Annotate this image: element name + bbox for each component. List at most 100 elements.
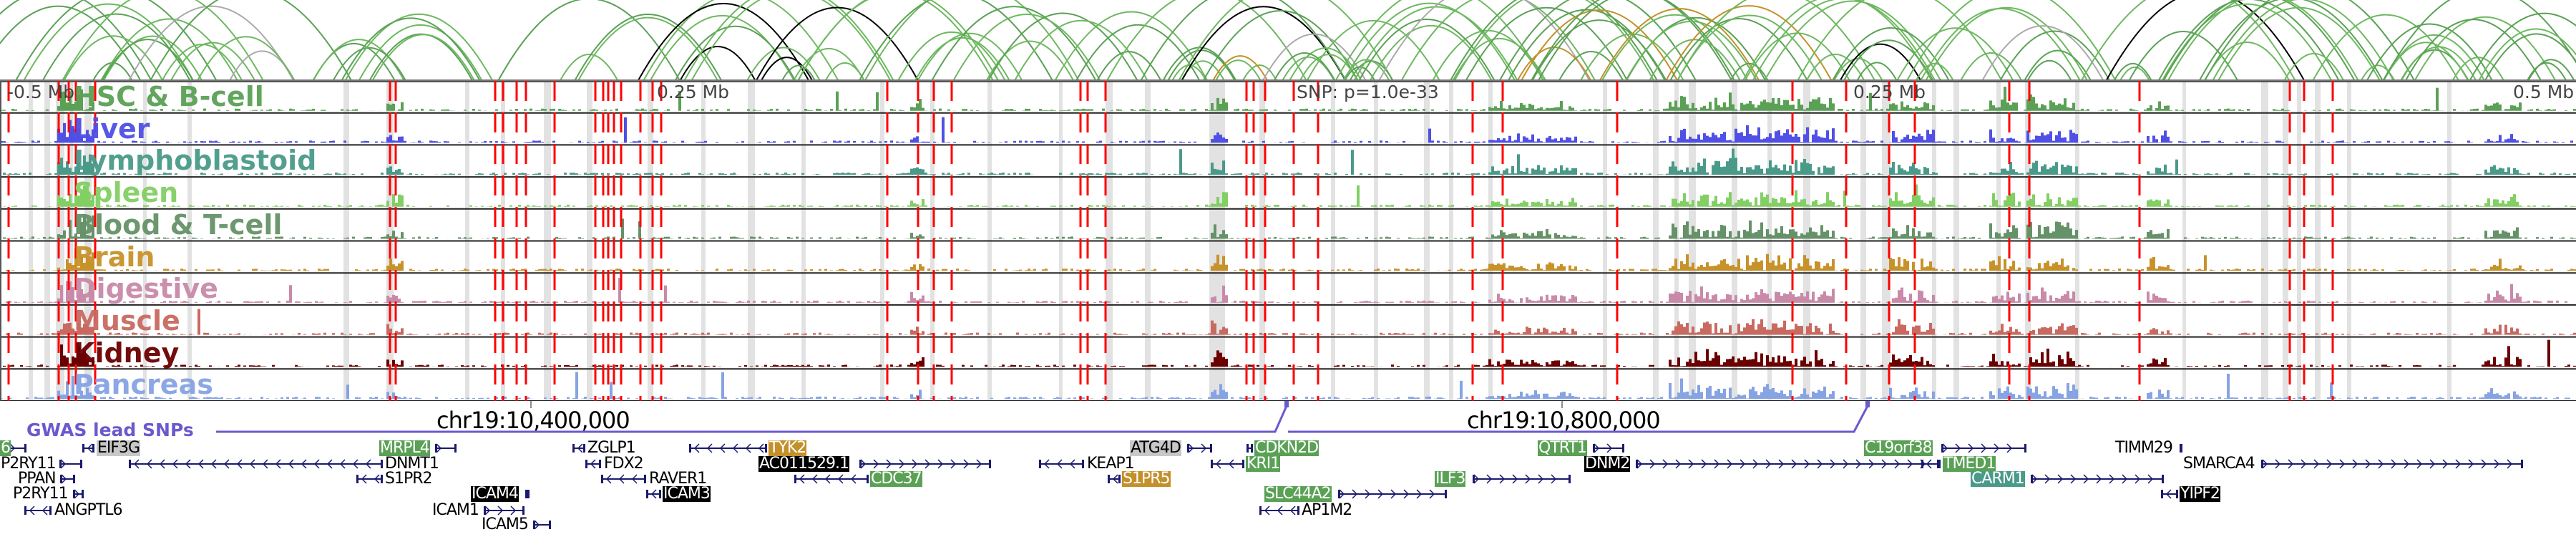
strand-arrow-icon	[1215, 459, 1221, 469]
gene-model[interactable]	[572, 443, 585, 453]
gene-label[interactable]: P2RY11	[13, 485, 69, 503]
strand-arrow-icon	[1264, 505, 1270, 516]
interaction-arc	[341, 17, 481, 81]
gene-model[interactable]	[2180, 444, 2182, 453]
gene-model[interactable]	[435, 443, 457, 453]
gene-model[interactable]	[1246, 444, 1253, 453]
track-label: Digestive	[74, 273, 218, 305]
gene-model[interactable]	[585, 459, 601, 469]
interaction-arc	[1981, 25, 2104, 81]
strand-arrow-icon	[436, 443, 442, 453]
strand-arrow-icon	[1365, 489, 1371, 499]
gene-label[interactable]: P2RY11	[1, 455, 57, 473]
strand-arrow-icon	[365, 459, 371, 469]
gene-label[interactable]: ICAM5	[482, 516, 529, 533]
strand-arrow-icon	[719, 443, 726, 453]
strand-arrow-icon	[1416, 489, 1423, 499]
gene-model[interactable]	[1187, 443, 1212, 453]
interaction-arc	[1307, 19, 1440, 81]
gene-model[interactable]	[1108, 474, 1121, 484]
gene-label[interactable]: TIMM29	[2115, 439, 2173, 457]
strand-arrow-icon	[577, 443, 583, 453]
interaction-arc	[825, 62, 865, 81]
gene-label[interactable]: SLC44A2	[1264, 485, 1332, 503]
gene-model[interactable]	[82, 443, 94, 453]
gene-model[interactable]	[1921, 459, 1941, 469]
gene-label[interactable]: KRI1	[1246, 455, 1280, 473]
gene-model[interactable]	[484, 505, 525, 516]
gene-label[interactable]: S1PR5	[1122, 470, 1171, 488]
gene-label[interactable]: ICAM3	[663, 485, 711, 503]
gene-label[interactable]: QTRT1	[1538, 439, 1587, 457]
gene-label[interactable]: KEAP1	[1087, 455, 1135, 473]
gene-label[interactable]: SMARCA4	[2183, 455, 2255, 473]
gene-label[interactable]: DNMT1	[385, 455, 439, 473]
gene-model[interactable]	[859, 459, 991, 469]
gene-label[interactable]: TMED1	[1943, 455, 1996, 473]
gene-label[interactable]: 6	[0, 439, 11, 457]
gene-label[interactable]: PPAN	[18, 470, 57, 488]
strand-arrow-icon	[1606, 443, 1613, 453]
gene-model[interactable]	[73, 489, 84, 499]
gene-label[interactable]: CARM1	[1971, 470, 2025, 488]
gene-model[interactable]	[794, 474, 869, 484]
gene-model[interactable]	[2031, 474, 2164, 484]
gene-model[interactable]	[525, 490, 530, 498]
interaction-arc	[1649, 39, 1741, 81]
strand-arrow-icon	[172, 459, 178, 469]
gene-label[interactable]: DNM2	[1584, 455, 1630, 473]
gene-label[interactable]: AC011529.1	[758, 455, 849, 473]
gene-model[interactable]	[9, 443, 26, 453]
gene-model[interactable]	[1473, 474, 1571, 484]
strand-arrow-icon	[2313, 459, 2320, 469]
exon	[2176, 490, 2178, 498]
exon	[82, 490, 84, 498]
gene-model[interactable]	[59, 459, 82, 469]
gene-label[interactable]: C19orf38	[1864, 439, 1933, 457]
gene-model[interactable]	[533, 520, 551, 530]
gene-model[interactable]	[1039, 459, 1084, 469]
gene-model[interactable]	[129, 459, 383, 469]
gene-label[interactable]: YIPF2	[2180, 485, 2220, 503]
strand-arrow-icon	[1894, 459, 1901, 469]
gene-model[interactable]	[1636, 459, 1939, 469]
gene-model[interactable]	[24, 505, 52, 516]
gene-model[interactable]	[1211, 459, 1244, 469]
exon	[599, 460, 601, 468]
gene-label[interactable]: FDX2	[604, 455, 644, 473]
gene-label[interactable]: MRPL4	[379, 439, 430, 457]
gene-model[interactable]	[60, 474, 75, 484]
strand-arrow-icon	[1701, 459, 1707, 469]
gene-label[interactable]: ANGPTL6	[54, 501, 123, 519]
interaction-arc	[1752, 0, 1936, 81]
gene-model[interactable]	[689, 443, 767, 453]
gene-label[interactable]: RAVER1	[649, 470, 707, 488]
gene-model[interactable]	[601, 474, 646, 484]
exon	[1636, 460, 1638, 468]
gene-label[interactable]: ZGLP1	[587, 439, 636, 457]
gene-model[interactable]	[2261, 459, 2523, 469]
interaction-arc	[62, 0, 264, 81]
gene-label[interactable]: ILF3	[1435, 470, 1465, 488]
gene-label[interactable]: ICAM1	[432, 501, 479, 519]
gene-label[interactable]: S1PR2	[385, 470, 433, 488]
gene-label[interactable]: CDKN2D	[1254, 439, 1319, 457]
gene-label[interactable]: EIF3G	[97, 439, 140, 457]
gene-label[interactable]: CDC37	[870, 470, 922, 488]
signal-track-2	[0, 148, 2576, 178]
gene-model[interactable]	[2161, 489, 2178, 499]
interaction-arc	[1203, 10, 1359, 81]
gene-model[interactable]	[1593, 443, 1624, 453]
gene-model[interactable]	[1338, 489, 1447, 499]
exon	[60, 475, 62, 483]
gene-model[interactable]	[1259, 505, 1299, 516]
track-label: Spleen	[74, 177, 179, 209]
gene-label[interactable]: ICAM4	[471, 485, 519, 503]
interaction-arcs	[0, 0, 2576, 81]
gene-label[interactable]: AP1M2	[1302, 501, 1352, 519]
gene-model[interactable]	[646, 489, 661, 499]
gene-model[interactable]	[1941, 443, 2026, 453]
gene-label[interactable]: TYK2	[769, 439, 806, 457]
gene-model[interactable]	[356, 474, 383, 484]
gene-label[interactable]: ATG4D	[1130, 439, 1181, 457]
